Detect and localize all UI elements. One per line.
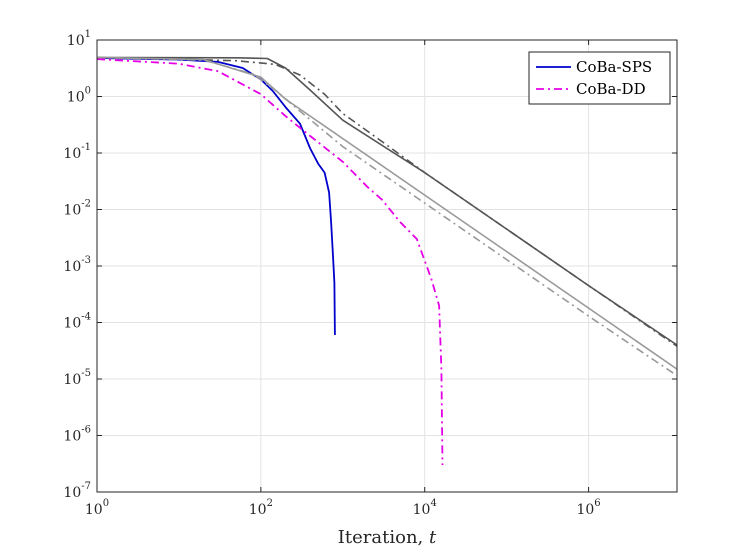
x-tick-label: 104 — [413, 498, 437, 518]
y-tick-label: 10-5 — [63, 368, 91, 388]
y-tick-base: 10 — [63, 259, 81, 275]
y-tick-base: 10 — [63, 485, 81, 501]
y-tick-label: 10-3 — [63, 255, 91, 275]
y-tick-base: 10 — [63, 316, 81, 332]
series-line-reference-light-solid — [96, 56, 678, 370]
x-tick-base: 10 — [249, 502, 267, 518]
y-tick-exponent: -6 — [81, 425, 91, 436]
x-tick-label: 106 — [576, 498, 600, 518]
y-tick-base: 10 — [63, 372, 81, 388]
axis-ticks: 100 102 104 10610110010-110-210-310-410-510… — [63, 29, 677, 518]
series-line-reference-dark-solid — [96, 56, 678, 346]
y-tick-exponent: 1 — [85, 29, 91, 40]
series-line-coba-dd — [96, 58, 444, 466]
y-tick-exponent: -5 — [81, 368, 91, 379]
y-tick-label: 101 — [67, 29, 91, 49]
y-tick-label: 10-7 — [63, 481, 91, 501]
x-tick-exponent: 4 — [430, 498, 436, 509]
x-tick-exponent: 6 — [594, 498, 600, 509]
y-tick-exponent: -2 — [81, 199, 91, 210]
y-tick-exponent: -3 — [81, 255, 91, 266]
y-tick-label: 10-4 — [63, 312, 91, 332]
y-tick-exponent: -7 — [81, 481, 91, 492]
y-tick-exponent: -4 — [81, 312, 91, 323]
x-tick-base: 10 — [85, 502, 103, 518]
legend-label-coba-sps: CoBa-SPS — [576, 58, 652, 76]
grid-lines — [96, 39, 677, 493]
x-tick-base: 10 — [413, 502, 431, 518]
y-tick-label: 10-6 — [63, 425, 91, 445]
y-tick-exponent: -1 — [81, 142, 91, 153]
x-tick-label: 102 — [249, 498, 273, 518]
y-tick-base: 10 — [63, 429, 81, 445]
y-tick-base: 10 — [63, 146, 81, 162]
x-axis-label-variable: t — [429, 527, 437, 548]
legend: CoBa-SPS CoBa-DD — [528, 51, 671, 105]
legend-box — [528, 51, 671, 105]
y-tick-label: 10-1 — [63, 142, 91, 162]
series-line-reference-dark-dashdot — [96, 56, 678, 347]
legend-label-coba-dd: CoBa-DD — [576, 80, 646, 98]
x-axis-label-text: Iteration, — [338, 527, 429, 548]
series-line-reference-light-dashdot — [96, 56, 678, 377]
y-tick-base: 10 — [67, 33, 85, 49]
x-tick-label: 100 — [85, 498, 109, 518]
series-lines — [96, 56, 678, 466]
y-tick-base: 10 — [63, 203, 81, 219]
series-line-coba-sps — [96, 57, 336, 336]
x-axis-label: Iteration, t — [338, 527, 437, 548]
x-tick-exponent: 2 — [267, 498, 273, 509]
x-tick-exponent: 0 — [103, 498, 109, 509]
y-tick-label: 100 — [67, 86, 91, 106]
y-tick-exponent: 0 — [85, 86, 91, 97]
x-tick-base: 10 — [576, 502, 594, 518]
y-tick-base: 10 — [67, 90, 85, 106]
y-tick-label: 10-2 — [63, 199, 91, 219]
